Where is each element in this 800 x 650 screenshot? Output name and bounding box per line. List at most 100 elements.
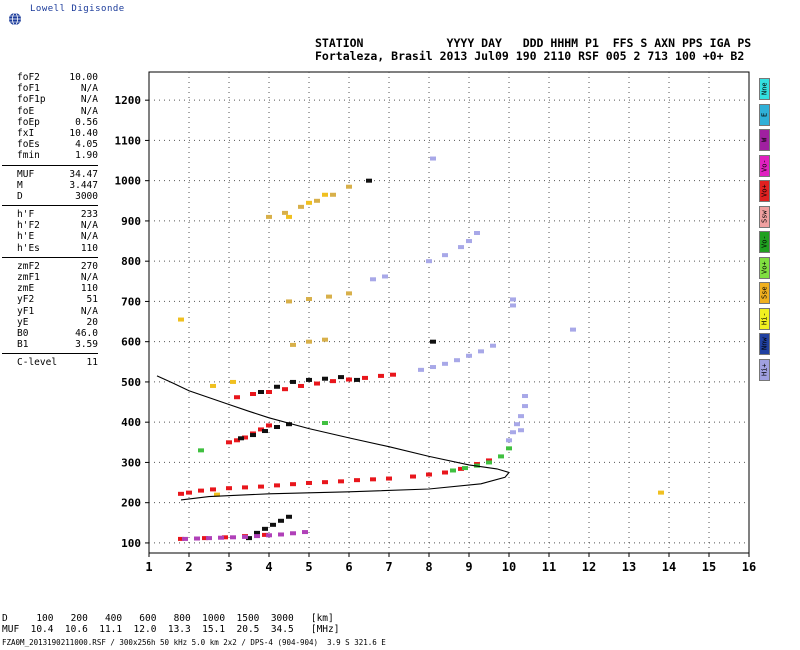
param-value: 110 [80,283,98,295]
echo-point [370,477,376,482]
param-label: h'F2 [17,220,40,232]
param-value: 1.90 [75,150,98,162]
param-row: zmE 110 [2,283,98,294]
echo-point [198,448,204,453]
echo-point [282,210,288,215]
echo-point [370,277,376,282]
param-value: 233 [80,209,98,221]
echo-point [258,484,264,489]
param-value: 51 [86,294,98,306]
echo-point [278,532,284,537]
x-tick-label: 16 [742,560,756,574]
echo-point [366,178,372,183]
header-values-line: Fortaleza, Brasil 2013 Jul09 190 2110 RS… [315,49,745,63]
param-row: h'F2 N/A [2,220,98,231]
echo-point [338,375,344,380]
echo-point [450,468,456,473]
param-label: foF1 [17,83,40,95]
param-value: N/A [80,272,98,283]
echo-point [274,425,280,430]
y-tick-label: 400 [121,416,141,429]
echo-point [258,427,264,432]
legend-swatch: Hi+ [759,358,770,381]
echo-point [426,259,432,264]
legend-swatch: Vo+ [759,180,770,202]
echo-point [182,536,188,541]
param-label: yF2 [17,294,35,306]
legend-swatch: Hi- [759,307,770,330]
y-tick-label: 1100 [115,134,142,147]
echo-point [486,460,492,465]
y-tick-label: 700 [121,295,141,308]
legend-swatch: Vo- [759,154,770,177]
echo-point [390,372,396,377]
echo-point [254,530,260,535]
param-separator [2,164,98,166]
echo-point [242,435,248,440]
echo-point [362,375,368,380]
echo-point [518,414,524,419]
echo-point [286,214,292,219]
echo-point [178,536,184,541]
echo-point [330,379,336,384]
x-tick-label: 5 [305,560,312,574]
echo-point [442,470,448,475]
echo-point [178,317,184,322]
echo-point [286,299,292,304]
echo-point [346,377,352,382]
param-row: B0 46.0 [2,328,98,339]
param-separator [2,256,98,258]
echo-point [298,204,304,209]
param-label: C-level [17,357,58,369]
y-tick-label: 600 [121,336,141,349]
param-row: h'Es 110 [2,243,98,254]
echo-point [242,534,248,539]
legend-swatch: E [759,103,770,126]
echo-point [262,532,268,537]
echo-point [426,472,432,477]
x-tick-label: 13 [622,560,636,574]
echo-point [238,436,244,441]
echo-point [290,531,296,536]
echo-point [302,530,308,535]
scaled-parameters-panel: foF2 10.00 foF1 N/A foF1p N/A foE N/A foEp 0.56 fx… [2,72,98,369]
echo-point [226,486,232,491]
param-value: 3.447 [69,179,98,191]
param-value: 20 [86,316,98,328]
echo-point [454,358,460,363]
echo-point [270,522,276,527]
param-separator [2,205,98,207]
param-label: h'F [17,209,35,221]
param-label: fxI [17,127,35,139]
echo-point [382,274,388,279]
echo-point [218,535,224,540]
param-value: 110 [80,242,98,254]
echo-point [510,297,516,302]
echo-point [194,536,200,541]
echo-point [442,361,448,366]
y-tick-label: 300 [121,456,141,469]
param-label: B0 [17,327,29,339]
echo-point [230,535,236,540]
echo-point [466,353,472,358]
echo-point [498,454,504,459]
globe-icon [9,12,21,26]
param-row: h'F 233 [2,209,98,220]
echo-point [306,339,312,344]
x-tick-label: 3 [225,560,232,574]
echo-point [462,466,468,471]
echo-point [262,526,268,531]
echo-point [322,192,328,197]
echo-point [234,438,240,443]
echo-point [206,536,212,541]
y-tick-label: 200 [121,497,141,510]
echo-point [290,482,296,487]
param-label: B1 [17,339,29,351]
param-value: N/A [80,231,98,243]
echo-point [178,491,184,496]
file-info-footer: FZA0M_2013190211000.RSF / 300x256h 50 kH… [2,638,386,647]
x-tick-label: 9 [465,560,472,574]
param-row: zmF1 N/A [2,272,98,283]
echo-point [322,376,328,381]
echo-point [510,303,516,308]
